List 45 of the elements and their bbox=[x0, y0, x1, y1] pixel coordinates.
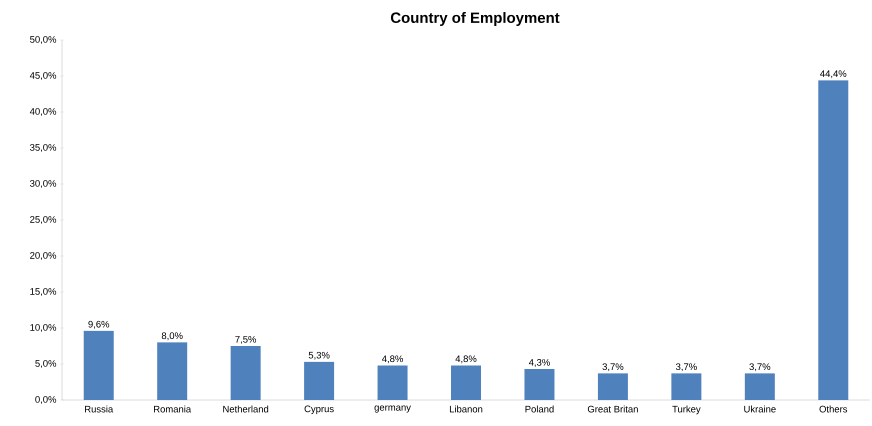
y-tick-label: 0,0% bbox=[35, 396, 56, 404]
bar bbox=[744, 373, 775, 400]
y-tick-label: 35,0% bbox=[30, 144, 56, 152]
data-label: 5,3% bbox=[308, 352, 330, 360]
y-tick-label: 40,0% bbox=[30, 108, 56, 116]
data-label: 9,6% bbox=[88, 320, 110, 329]
bar bbox=[671, 373, 702, 400]
y-tick-label: 45,0% bbox=[30, 72, 56, 80]
bar bbox=[378, 365, 408, 400]
x-tick-label: Libanon bbox=[450, 406, 482, 412]
x-tick-label: Great Britan bbox=[588, 406, 638, 412]
y-tick-label: 25,0% bbox=[30, 216, 56, 224]
data-label: 44,4% bbox=[820, 70, 846, 78]
data-label: 7,5% bbox=[235, 336, 256, 344]
x-tick-label: Russia bbox=[85, 406, 114, 412]
bar bbox=[451, 365, 482, 400]
data-label: 4,3% bbox=[528, 359, 550, 367]
y-tick-label: 20,0% bbox=[30, 252, 56, 260]
data-label: 4,8% bbox=[382, 355, 403, 364]
x-tick-label: Poland bbox=[526, 406, 554, 412]
y-tick-label: 30,0% bbox=[30, 180, 56, 188]
x-tick-label: Cyprus bbox=[304, 406, 334, 414]
bar bbox=[818, 80, 848, 400]
data-label: 8,0% bbox=[162, 332, 183, 340]
y-tick-label: 5,0% bbox=[35, 360, 56, 368]
y-tick-label: 15,0% bbox=[30, 288, 56, 296]
bar bbox=[84, 330, 114, 400]
chart-title: Country of Employment bbox=[390, 12, 560, 26]
data-label: 3,7% bbox=[602, 363, 624, 372]
x-tick-label: Ukraine bbox=[744, 406, 776, 412]
data-label: 3,7% bbox=[749, 363, 770, 372]
data-label: 4,8% bbox=[455, 355, 476, 364]
y-tick-label: 10,0% bbox=[30, 324, 56, 332]
x-tick-label: Others bbox=[820, 406, 848, 412]
bar bbox=[230, 346, 261, 400]
bar bbox=[598, 373, 628, 400]
data-label: 3,7% bbox=[676, 363, 697, 372]
x-tick-label: Netherland bbox=[223, 406, 268, 412]
x-tick-label: germany bbox=[374, 406, 411, 413]
x-tick-label: Turkey bbox=[672, 406, 701, 414]
bar bbox=[524, 369, 554, 400]
x-tick-label: Romania bbox=[154, 406, 192, 412]
y-tick-label: 50,0% bbox=[30, 36, 56, 44]
bar bbox=[304, 362, 334, 400]
bar bbox=[157, 342, 188, 400]
